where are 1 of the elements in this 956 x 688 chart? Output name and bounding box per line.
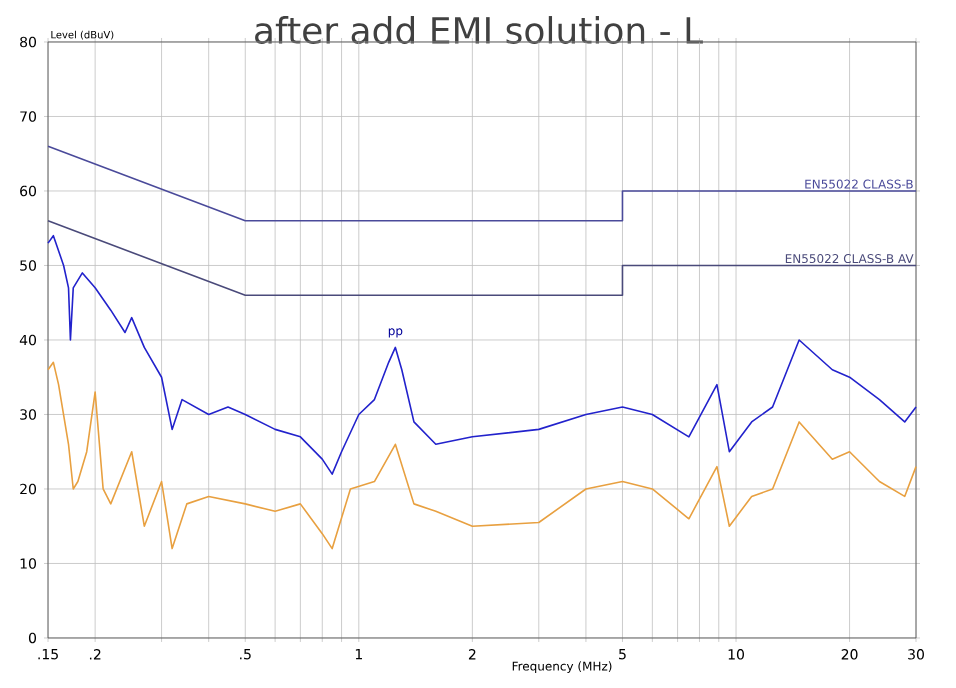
chart-title: after add EMI solution - L — [255, 16, 703, 44]
